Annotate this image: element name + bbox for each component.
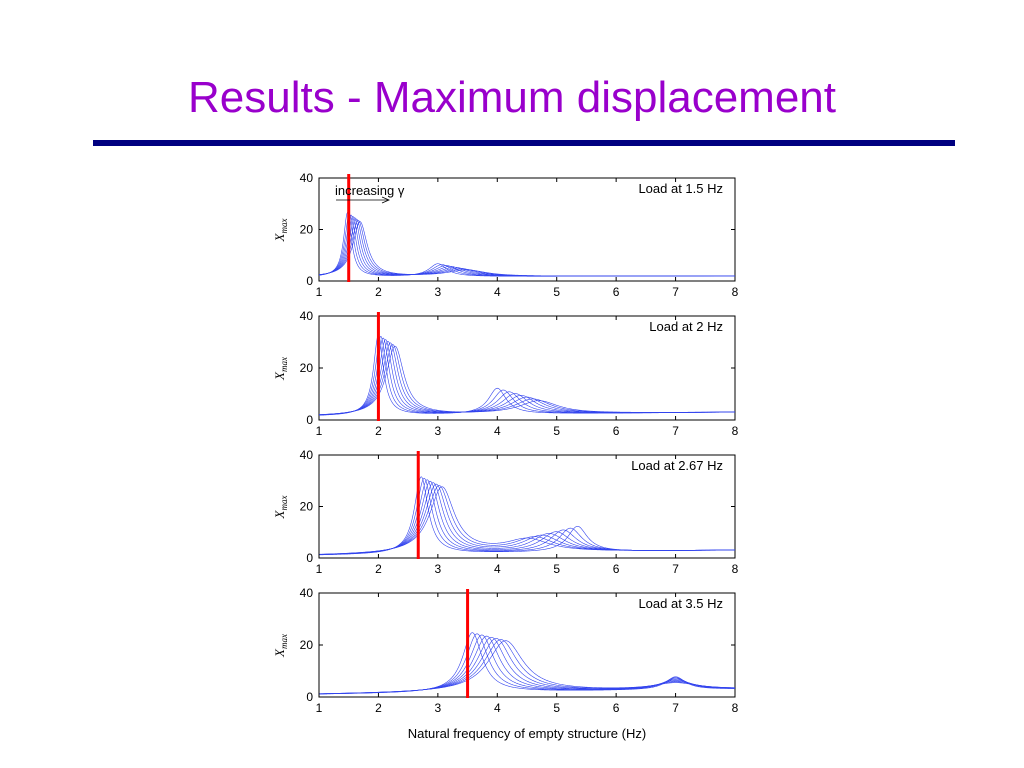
x-tick-label: 6 (613, 285, 620, 299)
chart-panel: 1 2 3 4 5 6 7 8 0 20 40 Xmax Load at 1.5 Hz increasin… (272, 171, 739, 299)
y-tick-label: 0 (306, 413, 313, 427)
x-tick-label: 6 (613, 562, 620, 576)
series-line (319, 211, 735, 277)
y-tick-label: 0 (306, 690, 313, 704)
series-line (319, 633, 735, 695)
series-line (319, 215, 735, 277)
x-tick-label: 3 (435, 424, 442, 438)
series-group (319, 476, 735, 556)
x-tick-label: 3 (435, 701, 442, 715)
series-line (319, 632, 735, 695)
x-tick-label: 7 (672, 424, 679, 438)
series-line (319, 342, 735, 416)
x-tick-label: 2 (375, 285, 382, 299)
x-tick-label: 2 (375, 424, 382, 438)
title-divider (93, 140, 955, 146)
series-line (319, 218, 735, 277)
increasing-gamma-annotation: increasing γ (335, 183, 405, 198)
x-tick-label: 8 (732, 424, 739, 438)
y-axis-label: Xmax (272, 357, 289, 381)
y-tick-label: 20 (300, 500, 314, 514)
series-line (319, 639, 735, 695)
x-tick-label: 6 (613, 701, 620, 715)
x-tick-label: 6 (613, 424, 620, 438)
panel-title: Load at 3.5 Hz (638, 596, 723, 611)
x-tick-label: 7 (672, 701, 679, 715)
series-line (319, 345, 735, 415)
x-tick-label: 5 (553, 424, 560, 438)
series-line (319, 213, 735, 277)
x-tick-label: 8 (732, 562, 739, 576)
slide-title: Results - Maximum displacement (188, 73, 836, 122)
x-tick-label: 8 (732, 285, 739, 299)
series-group (319, 334, 735, 416)
x-tick-label: 4 (494, 701, 501, 715)
y-axis-label: Xmax (272, 496, 289, 520)
series-line (319, 486, 735, 555)
x-tick-label: 2 (375, 562, 382, 576)
y-tick-label: 0 (306, 551, 313, 565)
series-line (319, 217, 735, 277)
x-axis-label: Natural frequency of empty structure (Hz… (408, 726, 646, 741)
series-group (319, 211, 735, 277)
series-line (319, 640, 735, 694)
x-tick-label: 4 (494, 285, 501, 299)
x-tick-label: 3 (435, 285, 442, 299)
x-tick-label: 3 (435, 562, 442, 576)
y-tick-label: 20 (300, 638, 314, 652)
series-line (319, 483, 735, 555)
annotation-arrowhead (381, 196, 391, 204)
chart-panel: 1 2 3 4 5 6 7 8 0 20 40 Xmax Load at 2 Hz (272, 309, 739, 438)
x-tick-label: 2 (375, 701, 382, 715)
y-tick-label: 0 (306, 274, 313, 288)
y-tick-label: 20 (300, 223, 314, 237)
x-tick-label: 1 (316, 424, 323, 438)
panel-title: Load at 2.67 Hz (631, 458, 723, 473)
series-group (319, 632, 735, 695)
x-tick-label: 5 (553, 701, 560, 715)
series-line (319, 221, 735, 277)
series-line (319, 214, 735, 277)
series-line (319, 482, 735, 555)
panel-title: Load at 2 Hz (649, 319, 723, 334)
chart-panel: 1 2 3 4 5 6 7 8 0 20 40 Xmax Load at 3.5 Hz Natural f… (272, 586, 739, 741)
y-tick-label: 40 (300, 309, 314, 323)
y-axis-label: Xmax (272, 634, 289, 658)
y-tick-label: 40 (300, 448, 314, 462)
series-line (319, 219, 735, 277)
x-tick-label: 5 (553, 562, 560, 576)
x-tick-label: 4 (494, 424, 501, 438)
series-line (319, 634, 735, 695)
x-tick-label: 8 (732, 701, 739, 715)
y-tick-label: 20 (300, 361, 314, 375)
x-tick-label: 1 (316, 562, 323, 576)
y-tick-label: 40 (300, 586, 314, 600)
series-line (319, 485, 735, 555)
x-tick-label: 1 (316, 285, 323, 299)
x-tick-label: 7 (672, 285, 679, 299)
x-tick-label: 4 (494, 562, 501, 576)
x-tick-label: 7 (672, 562, 679, 576)
chart-panel: 1 2 3 4 5 6 7 8 0 20 40 Xmax Load at 2.67 Hz (272, 448, 739, 576)
x-tick-label: 1 (316, 701, 323, 715)
panel-title: Load at 1.5 Hz (638, 181, 723, 196)
y-axis-label: Xmax (272, 219, 289, 243)
series-line (319, 635, 735, 695)
y-tick-label: 40 (300, 171, 314, 185)
x-tick-label: 5 (553, 285, 560, 299)
